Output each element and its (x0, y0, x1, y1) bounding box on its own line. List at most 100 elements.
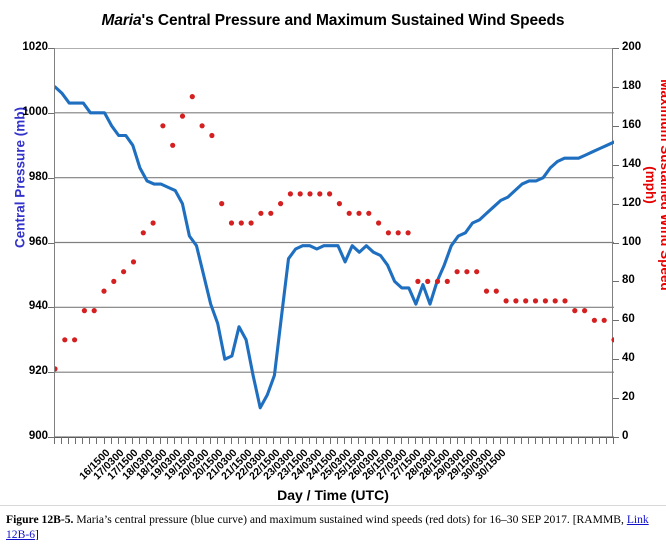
x-axis-tick-mark (337, 437, 339, 444)
x-axis-tick-mark (89, 437, 91, 444)
x-axis-tick-mark (82, 437, 84, 444)
left-axis-tick-mark (48, 307, 54, 309)
x-axis-tick-mark (570, 437, 572, 444)
wind-speed-dot (150, 220, 156, 226)
wind-speed-dot (346, 210, 352, 216)
right-axis-tick-mark (613, 86, 619, 88)
wind-speed-dot (385, 230, 391, 236)
x-axis-tick-mark (131, 437, 133, 444)
wind-speed-dot (523, 298, 529, 304)
wind-speed-dot (503, 298, 509, 304)
x-axis-tick-mark (421, 437, 423, 444)
right-axis-tick-label: 160 (622, 118, 642, 131)
x-axis-tick-mark (478, 437, 480, 444)
x-axis-tick-mark (598, 437, 600, 444)
x-axis-tick-mark (591, 437, 593, 444)
x-axis-tick-mark (492, 437, 494, 444)
x-axis-tick-mark (521, 437, 522, 444)
x-axis-tick-mark (259, 437, 261, 444)
x-axis-tick-mark (245, 437, 247, 444)
wind-speed-dot (278, 201, 284, 207)
wind-speed-dot (434, 278, 441, 284)
wind-speed-dot (395, 230, 401, 236)
right-axis-tick-mark (613, 203, 619, 205)
x-axis-tick-mark (577, 437, 579, 444)
wind-speed-dot (572, 308, 578, 314)
wind-speed-dot (111, 278, 117, 284)
x-axis-tick-mark (605, 437, 607, 444)
x-axis-tick-mark (230, 437, 232, 444)
pressure-curve (55, 85, 614, 410)
x-axis-tick-mark (223, 437, 225, 444)
caption-tail: ] (34, 528, 39, 541)
x-axis-tick-mark (386, 437, 388, 444)
x-axis-tick-mark (358, 437, 360, 444)
right-axis-tick-mark (613, 164, 619, 166)
right-axis-tick-mark (613, 242, 619, 244)
x-axis-tick-mark (252, 437, 254, 444)
right-axis-tick-label: 200 (622, 41, 642, 53)
x-axis-tick-mark (450, 437, 452, 444)
right-axis-tick-label: 180 (622, 79, 642, 92)
x-axis-tick-mark (563, 437, 565, 444)
left-axis-tick-label: 900 (28, 430, 48, 442)
left-axis-tick-mark (48, 372, 54, 374)
x-axis-tick-mark (181, 437, 183, 444)
wind-speed-dot (591, 317, 598, 323)
x-axis-tick-mark (195, 437, 197, 444)
wind-speed-dot (121, 269, 127, 275)
x-axis-tick-mark (584, 437, 586, 444)
wind-speed-dot (444, 278, 450, 284)
left-axis-tick-label: 940 (28, 300, 48, 313)
x-axis-tick-mark (535, 437, 537, 444)
wind-speed-dot (297, 191, 303, 197)
wind-speed-dot (189, 94, 195, 100)
wind-speed-dot (542, 298, 548, 304)
wind-speed-dot (130, 259, 137, 265)
wind-speed-dot (91, 308, 97, 314)
wind-speed-dot (513, 298, 519, 304)
x-axis-tick-mark (513, 437, 515, 444)
wind-speed-dots (55, 94, 614, 372)
left-axis-tick-mark (48, 437, 54, 438)
x-axis-tick-mark (160, 437, 162, 444)
x-axis-tick-mark (174, 437, 176, 444)
x-axis-tick-mark (315, 437, 317, 444)
x-axis-tick-mark (237, 437, 239, 444)
wind-speed-dot (219, 201, 225, 207)
x-axis-tick-mark (329, 437, 331, 444)
caption-source-link[interactable]: Link 12B-6 (6, 513, 649, 541)
chart-title: Maria's Central Pressure and Maximum Sus… (0, 12, 666, 30)
wind-speed-dot (307, 191, 313, 197)
wind-speed-dot (170, 142, 176, 148)
x-axis-tick-mark (506, 437, 508, 444)
wind-speed-dot (327, 191, 333, 197)
x-axis-tick-mark (294, 437, 296, 444)
wind-speed-dot (238, 220, 244, 226)
left-axis-tick-mark (48, 112, 54, 114)
wind-speed-dot (464, 269, 470, 275)
right-axis-tick-mark (613, 398, 619, 400)
right-axis-tick-label: 80 (622, 274, 635, 287)
left-axis-tick-label: 1020 (22, 41, 48, 53)
right-axis-tick-mark (613, 437, 619, 438)
wind-speed-dot (55, 366, 58, 372)
x-axis-tick-mark (266, 437, 268, 444)
x-axis-tick-mark (202, 437, 204, 444)
caption-body: Maria’s central pressure (blue curve) an… (73, 513, 627, 526)
x-axis-tick-mark (301, 437, 303, 444)
x-axis-tick-mark (379, 437, 381, 444)
wind-speed-dot (199, 123, 205, 129)
wind-speed-dot (336, 201, 342, 207)
x-axis-tick-mark (499, 437, 501, 444)
x-axis-tick-mark (372, 437, 374, 444)
x-axis-line (54, 437, 613, 438)
x-axis-tick-mark (457, 437, 459, 444)
left-axis-tick-mark (48, 242, 54, 244)
x-axis-tick-mark (61, 437, 63, 444)
x-axis-tick-mark (188, 437, 190, 444)
x-axis-tick-mark (54, 437, 55, 444)
wind-speed-dot (562, 298, 568, 304)
left-axis-tick-label: 920 (28, 365, 48, 378)
x-axis-tick-mark (167, 437, 169, 444)
